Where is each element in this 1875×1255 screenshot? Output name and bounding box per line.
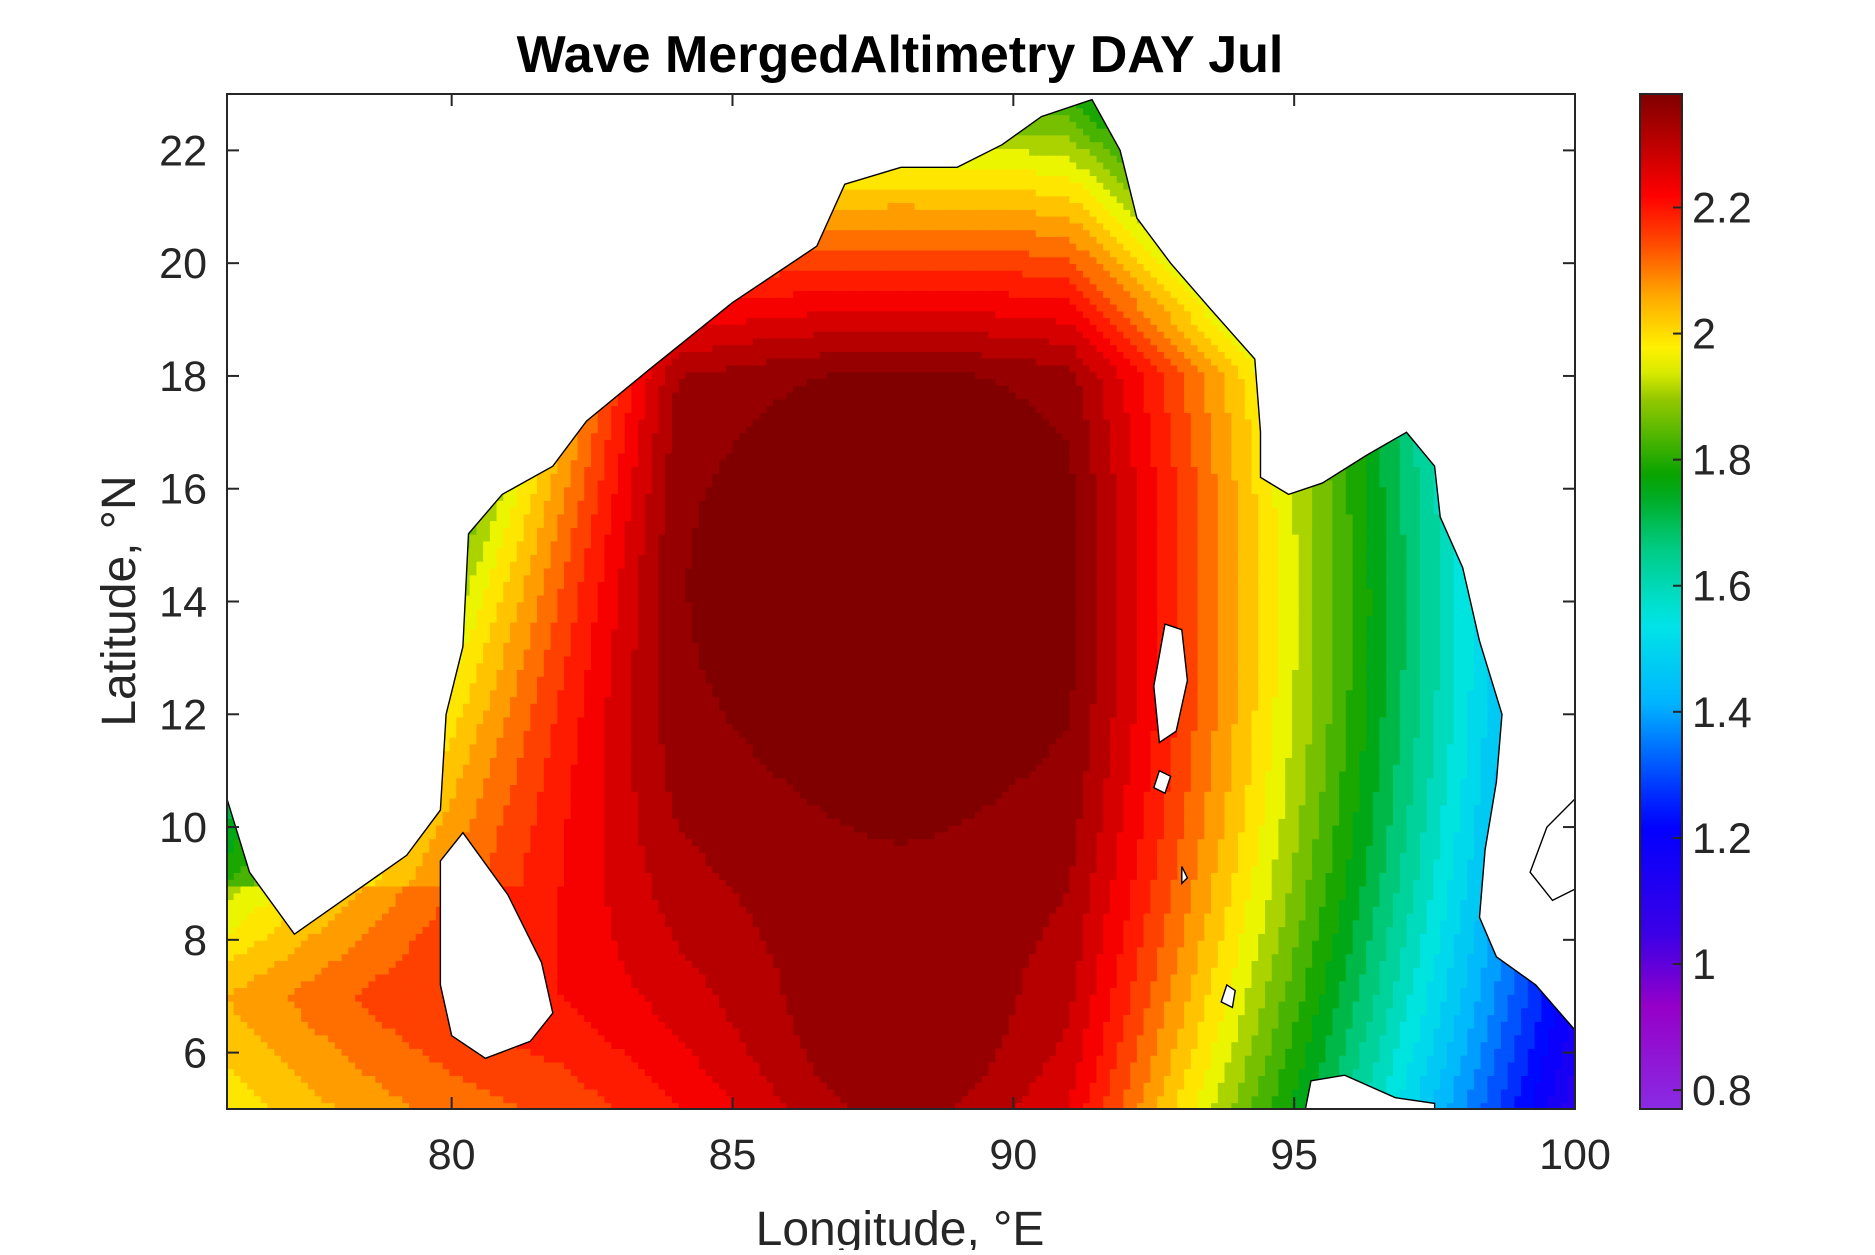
y-tick-label: 8 [183, 917, 207, 965]
colorbar-tick-label: 2.2 [1692, 184, 1752, 232]
x-tick-label: 80 [428, 1131, 476, 1179]
y-tick-label: 12 [159, 691, 207, 739]
y-tick-label: 14 [159, 579, 207, 627]
colorbar-tick-label: 1.8 [1692, 437, 1752, 485]
x-tick-label: 95 [1270, 1131, 1318, 1179]
colorbar: 0.8 1 1.2 1.4 1.6 1.8 2 2.2 [1640, 94, 1752, 1115]
y-tick-label: 18 [159, 353, 207, 401]
colorbar-gradient [1640, 94, 1682, 1109]
y-tick-label: 22 [159, 127, 207, 175]
y-tick-label: 16 [159, 466, 207, 514]
x-tick-label: 100 [1539, 1131, 1611, 1179]
colorbar-tick-label: 0.8 [1692, 1067, 1752, 1115]
x-axis-label: Longitude, °E [756, 1203, 1045, 1250]
y-tick-label: 10 [159, 804, 207, 852]
colorbar-tick-label: 1.6 [1692, 563, 1752, 611]
chart-title: Wave MergedAltimetry DAY Jul [517, 26, 1284, 84]
colorbar-tick-label: 1 [1692, 941, 1716, 989]
colorbar-tick-label: 1.4 [1692, 689, 1752, 737]
x-tick-label: 85 [709, 1131, 757, 1179]
y-axis-label: Latitude, °N [93, 475, 146, 726]
x-tick-label: 90 [989, 1131, 1037, 1179]
y-tick-label: 20 [159, 240, 207, 288]
colorbar-ticks: 0.8 1 1.2 1.4 1.6 1.8 2 2.2 [1673, 184, 1752, 1115]
y-tick-label: 6 [183, 1030, 207, 1078]
plot-area [227, 83, 1576, 1110]
colorbar-tick-label: 2 [1692, 311, 1716, 359]
colorbar-tick-label: 1.2 [1692, 815, 1752, 863]
